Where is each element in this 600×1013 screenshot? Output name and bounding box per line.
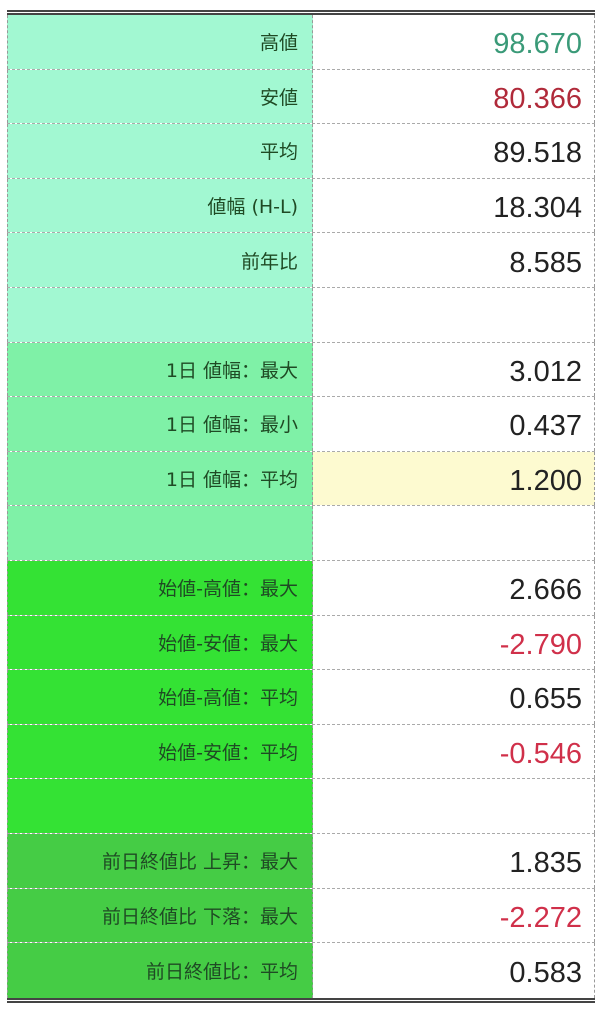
row-label: 始値-高値：最大 <box>7 560 313 615</box>
row-value: 1.835 <box>313 833 595 888</box>
row-value: -2.790 <box>313 615 595 670</box>
row-label: 平均 <box>7 124 313 178</box>
row-value: 8.585 <box>313 233 595 287</box>
row-value: 98.670 <box>313 15 595 69</box>
row-value: 0.583 <box>313 943 595 998</box>
row-label <box>7 506 313 560</box>
row-value <box>313 779 595 833</box>
table-row: 平均 89.518 <box>7 124 595 179</box>
table-row: 値幅 (H-L) 18.304 <box>7 178 595 234</box>
table-row <box>7 287 595 343</box>
table-row: 始値-高値：平均 0.655 <box>7 670 595 725</box>
table-row: 前日終値比 上昇：最大 1.835 <box>7 833 595 889</box>
row-value: 0.655 <box>313 670 595 724</box>
row-label: 値幅 (H-L) <box>7 178 313 233</box>
row-label: 前日終値比 上昇：最大 <box>7 833 313 888</box>
table-row: 1日 値幅：平均 1.200 <box>7 451 595 507</box>
row-value: 1.200 <box>313 451 595 506</box>
table-row: 安値 80.366 <box>7 69 595 125</box>
row-label: 高値 <box>7 15 313 69</box>
row-value <box>313 506 595 560</box>
row-value: 89.518 <box>313 124 595 178</box>
table-row: 高値 98.670 <box>7 15 595 70</box>
row-label <box>7 779 313 833</box>
row-label: 1日 値幅：最大 <box>7 342 313 397</box>
row-value: 0.437 <box>313 397 595 451</box>
table-row: 前日終値比 下落：最大 -2.272 <box>7 888 595 944</box>
table-row: 1日 値幅：最小 0.437 <box>7 397 595 452</box>
row-value: 2.666 <box>313 560 595 615</box>
row-label: 始値-高値：平均 <box>7 670 313 724</box>
stats-table: 高値 98.670 安値 80.366 平均 89.518 値幅 (H-L) 18.304 前年… <box>7 10 595 1003</box>
row-label: 始値-安値：平均 <box>7 724 313 779</box>
row-value: -2.272 <box>313 888 595 943</box>
row-label <box>7 287 313 342</box>
row-label: 安値 <box>7 69 313 124</box>
row-label: 前日終値比：平均 <box>7 943 313 998</box>
table-row <box>7 779 595 834</box>
row-value: 18.304 <box>313 178 595 233</box>
table-row: 始値-安値：平均 -0.546 <box>7 724 595 780</box>
row-label: 前日終値比 下落：最大 <box>7 888 313 943</box>
row-label: 始値-安値：最大 <box>7 615 313 670</box>
table-row: 前日終値比：平均 0.583 <box>7 943 595 998</box>
row-label: 1日 値幅：最小 <box>7 397 313 451</box>
table-row: 前年比 8.585 <box>7 233 595 288</box>
row-label: 1日 値幅：平均 <box>7 451 313 506</box>
row-value: -0.546 <box>313 724 595 779</box>
row-value: 3.012 <box>313 342 595 397</box>
table-row: 始値-高値：最大 2.666 <box>7 560 595 616</box>
row-value <box>313 287 595 342</box>
table-row <box>7 506 595 561</box>
table-row: 1日 値幅：最大 3.012 <box>7 342 595 398</box>
table-row: 始値-安値：最大 -2.790 <box>7 615 595 671</box>
row-value: 80.366 <box>313 69 595 124</box>
row-label: 前年比 <box>7 233 313 287</box>
